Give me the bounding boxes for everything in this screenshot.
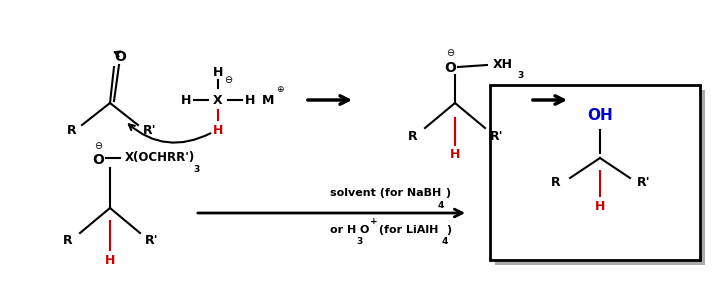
Text: R': R' (637, 177, 651, 190)
Text: R: R (408, 130, 418, 143)
Text: R': R' (143, 124, 157, 137)
Text: R: R (552, 177, 561, 190)
Text: 4: 4 (442, 236, 449, 245)
Text: 3: 3 (517, 71, 523, 79)
Text: H: H (181, 94, 192, 107)
Text: (for LiAlH: (for LiAlH (375, 225, 438, 235)
Text: O: O (360, 225, 369, 235)
Text: H: H (213, 124, 223, 137)
Text: H: H (595, 200, 606, 213)
Text: or H: or H (330, 225, 356, 235)
Text: 15.2 – Preparation of Alcohols by Reduction of RR’C=O: 15.2 – Preparation of Alcohols by Reduct… (113, 12, 607, 27)
Text: 4: 4 (438, 200, 444, 209)
Text: ⊖: ⊖ (94, 141, 102, 151)
Text: H: H (245, 94, 255, 107)
Text: R': R' (490, 130, 504, 143)
Text: 3: 3 (193, 166, 199, 175)
Text: X(OCHRR'): X(OCHRR') (125, 151, 195, 164)
Text: solvent (for NaBH: solvent (for NaBH (330, 188, 441, 198)
Text: O: O (114, 50, 126, 64)
Text: ⊕: ⊕ (276, 86, 284, 94)
Text: +: + (370, 217, 377, 226)
Text: R: R (63, 234, 73, 247)
Text: ⊖: ⊖ (446, 48, 454, 58)
Bar (495, 90, 705, 265)
Text: O: O (92, 153, 104, 167)
Bar (490, 85, 700, 260)
Text: X: X (213, 94, 222, 107)
Text: R: R (67, 124, 77, 137)
Text: H: H (105, 253, 115, 266)
Text: H: H (450, 149, 460, 162)
Text: ⊖: ⊖ (224, 75, 232, 85)
Text: ): ) (446, 225, 451, 235)
Text: M: M (262, 94, 274, 107)
Text: OH: OH (587, 109, 613, 124)
Text: H: H (213, 65, 223, 79)
Text: R': R' (145, 234, 159, 247)
Text: 3: 3 (356, 236, 362, 245)
Text: O: O (444, 61, 456, 75)
Text: ): ) (445, 188, 450, 198)
Text: XH: XH (493, 58, 513, 71)
